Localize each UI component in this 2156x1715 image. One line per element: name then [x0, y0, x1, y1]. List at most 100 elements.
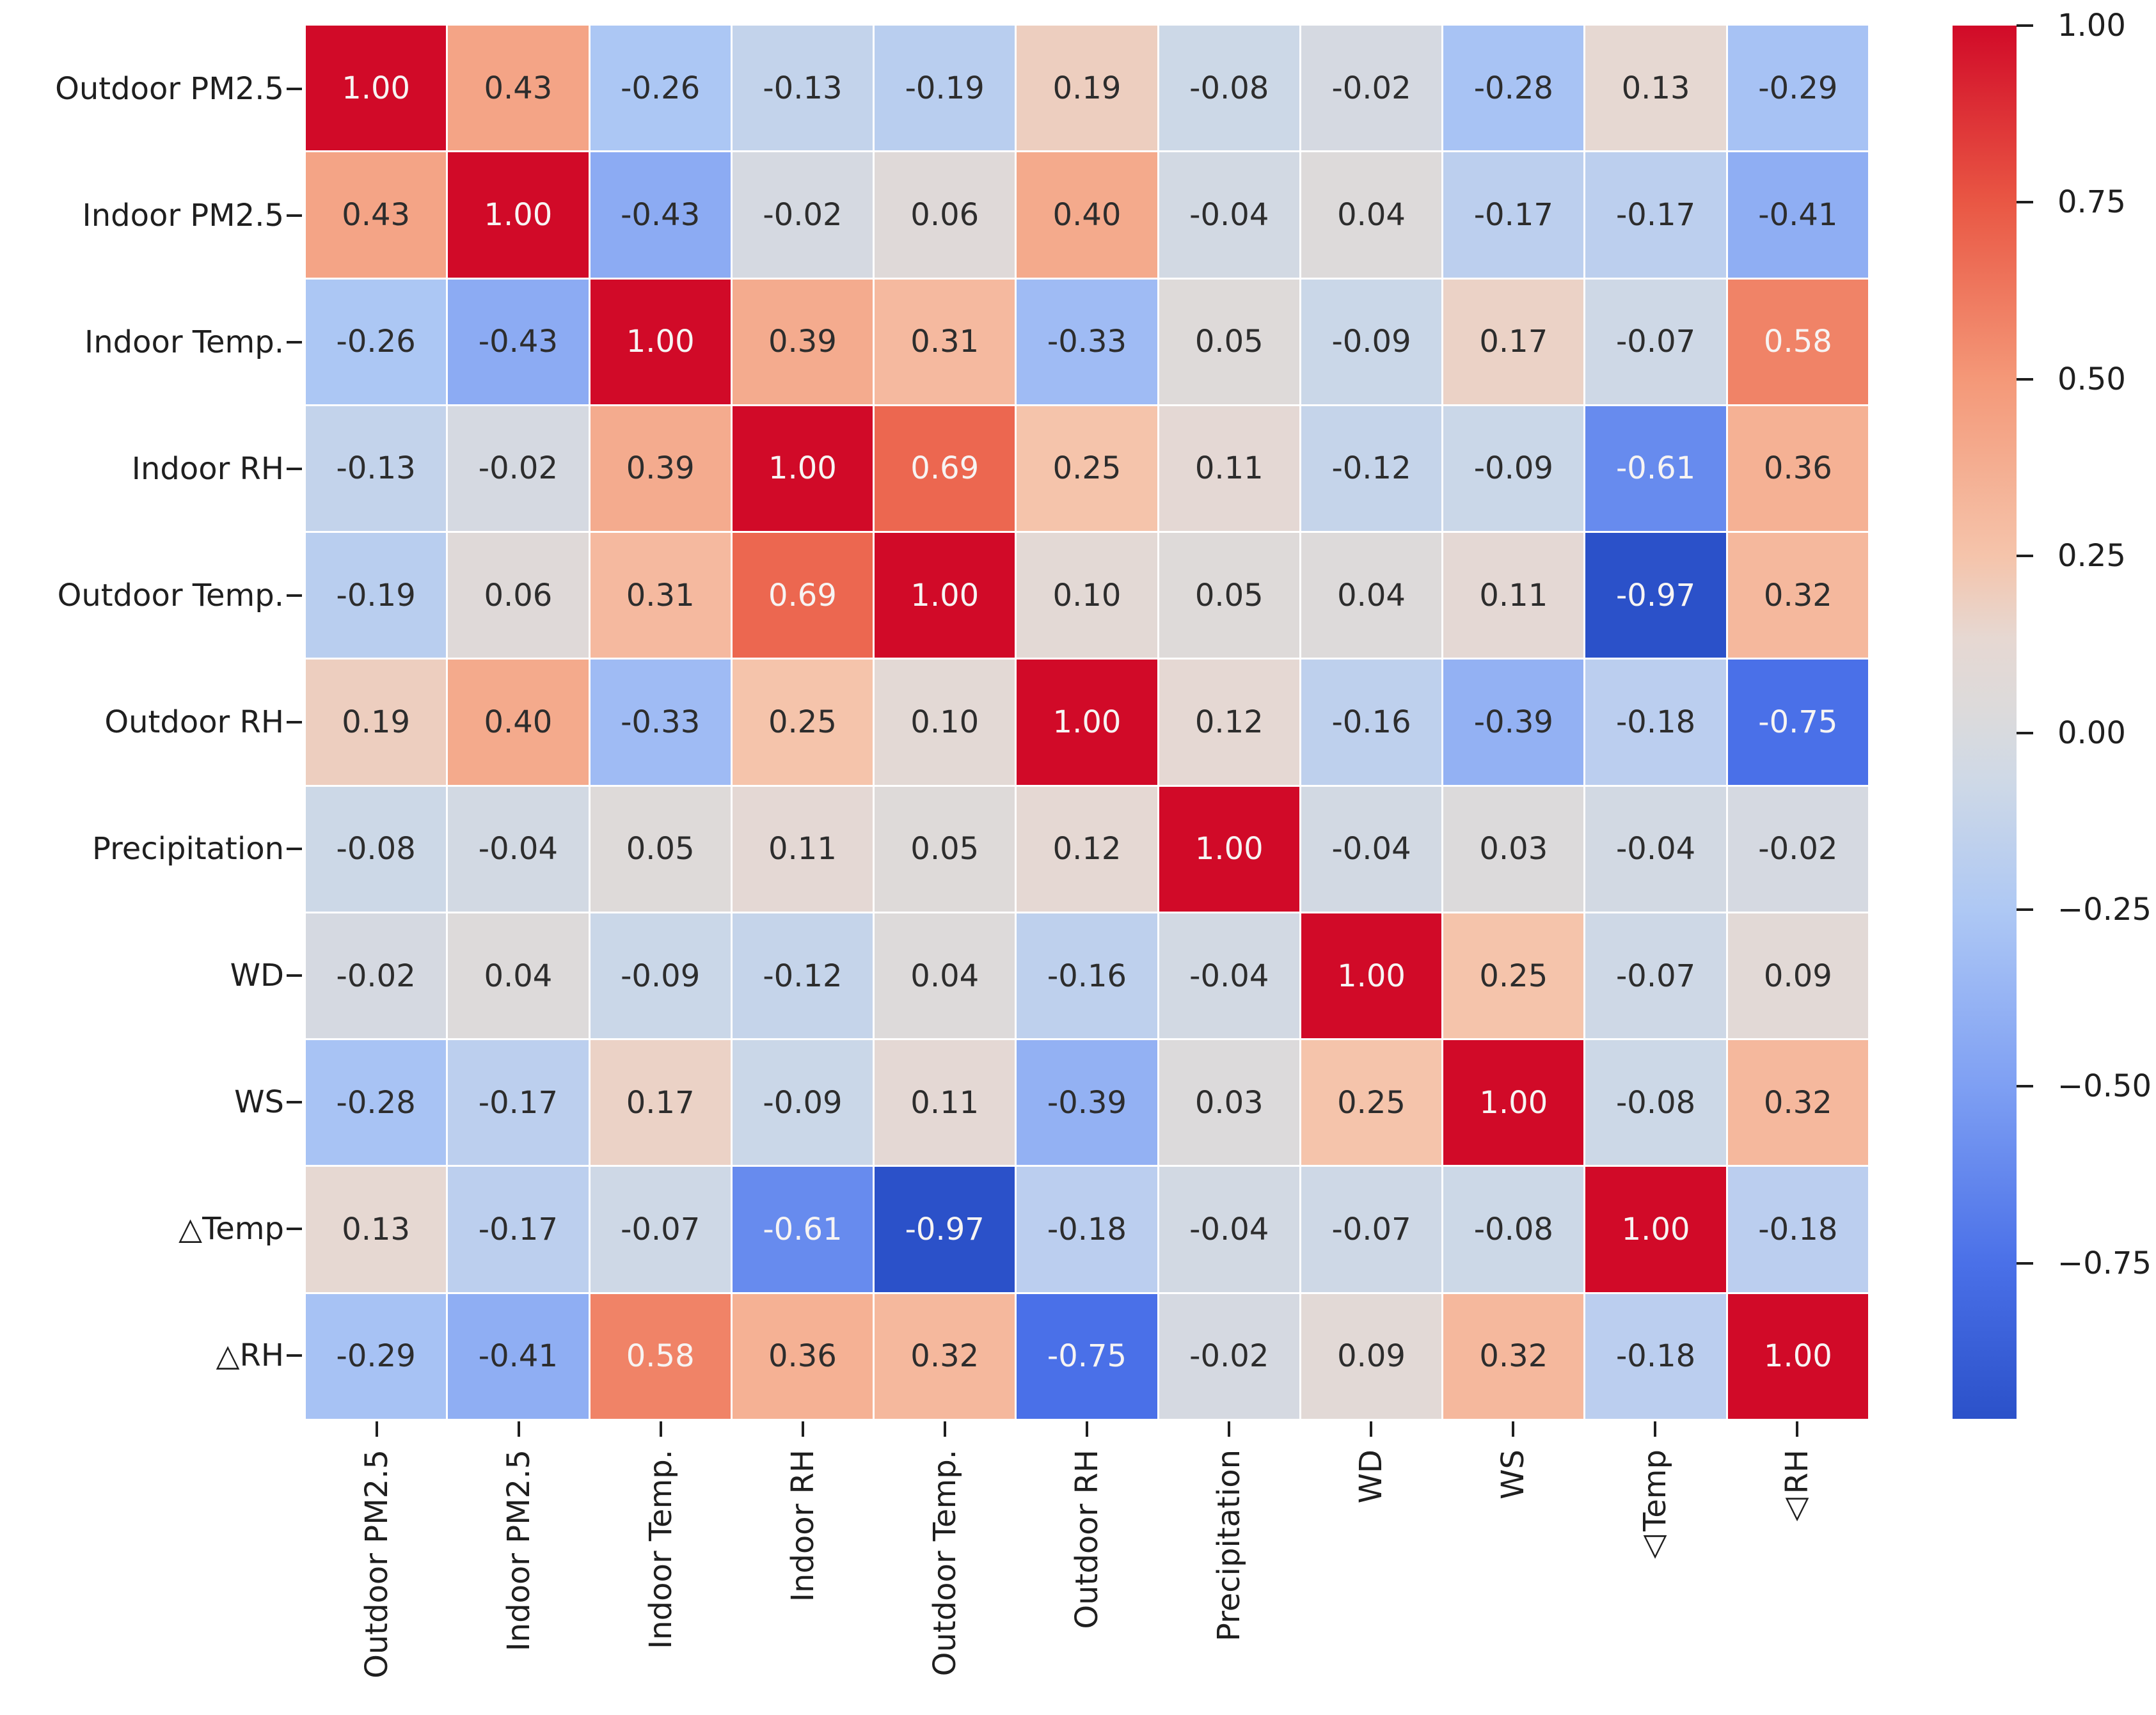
heatmap-cell: -0.61	[732, 1167, 873, 1292]
heatmap-cell: 1.00	[448, 152, 589, 278]
heatmap-cell: 0.04	[1301, 533, 1442, 658]
colorbar-tick-label: 0.75	[2057, 184, 2126, 221]
heatmap-cell: 1.00	[732, 406, 873, 532]
x-tick-mark	[1796, 1421, 1798, 1437]
y-tick-mark	[287, 214, 302, 217]
y-tick-label: Outdoor Temp.	[57, 578, 284, 613]
x-tick-label: Indoor Temp.	[643, 1450, 679, 1649]
colorbar-tick-label: 0.00	[2057, 715, 2126, 751]
heatmap-cell: 0.25	[732, 660, 873, 785]
heatmap-cell: -0.07	[1585, 279, 1726, 404]
heatmap-cell: 0.05	[1159, 533, 1299, 658]
colorbar-tick-mark	[2017, 24, 2033, 27]
heatmap-cell: -0.28	[306, 1040, 447, 1166]
y-tick-label: Indoor PM2.5	[82, 198, 284, 233]
y-tick-mark	[287, 721, 302, 723]
heatmap-cell: -0.04	[1159, 913, 1299, 1039]
x-tick-mark	[1512, 1421, 1514, 1437]
heatmap-cell: 1.00	[1585, 1167, 1726, 1292]
heatmap-cell: -0.02	[306, 913, 447, 1039]
heatmap-cell: -0.08	[1585, 1040, 1726, 1166]
y-tick-mark	[287, 1101, 302, 1103]
heatmap-cell: 0.25	[1017, 406, 1157, 532]
heatmap-cell: 0.39	[732, 279, 873, 404]
heatmap-cell: 0.31	[590, 533, 731, 658]
heatmap-cell: 0.05	[875, 786, 1015, 912]
heatmap-cell: 0.05	[590, 786, 731, 912]
y-tick-mark	[287, 594, 302, 597]
heatmap-cell: -0.12	[1301, 406, 1442, 532]
heatmap-cell: 0.32	[1727, 1040, 1868, 1166]
colorbar-tick-mark	[2017, 201, 2033, 204]
heatmap-grid: 1.00 0.43 -0.26 -0.13 -0.19 0.19 -0.08 -0.02 -0.…	[306, 26, 1868, 1419]
heatmap-cell: 0.58	[590, 1293, 731, 1419]
x-tick-label: Outdoor PM2.5	[359, 1450, 395, 1679]
heatmap-cell: 0.32	[1727, 533, 1868, 658]
heatmap-cell: -0.08	[1443, 1167, 1584, 1292]
heatmap-cell: 0.17	[1443, 279, 1584, 404]
heatmap-cell: -0.02	[1727, 786, 1868, 912]
heatmap-cell: -0.17	[1443, 152, 1584, 278]
heatmap-cell: -0.29	[306, 1293, 447, 1419]
heatmap-cell: -0.43	[448, 279, 589, 404]
heatmap-cell: -0.16	[1017, 913, 1157, 1039]
heatmap-cell: -0.16	[1301, 660, 1442, 785]
colorbar-tick-mark	[2017, 1085, 2033, 1088]
x-tick-label: WS	[1495, 1450, 1531, 1499]
colorbar-tick-mark	[2017, 377, 2033, 381]
colorbar-tick-label: 0.50	[2057, 361, 2126, 397]
heatmap-cell: 1.00	[590, 279, 731, 404]
colorbar-tick-label: −0.75	[2057, 1245, 2152, 1281]
heatmap-cell: 0.36	[1727, 406, 1868, 532]
heatmap-cell: -0.09	[590, 913, 731, 1039]
x-tick-mark	[944, 1421, 946, 1437]
x-tick-label: Indoor RH	[785, 1450, 821, 1602]
heatmap-cell: 0.06	[448, 533, 589, 658]
heatmap-cell: 0.13	[306, 1167, 447, 1292]
heatmap-cell: 0.11	[732, 786, 873, 912]
x-tick-mark	[1228, 1421, 1230, 1437]
heatmap-cell: -0.09	[732, 1040, 873, 1166]
heatmap-cell: -0.41	[448, 1293, 589, 1419]
heatmap-cell: 0.03	[1443, 786, 1584, 912]
heatmap-cell: -0.04	[1301, 786, 1442, 912]
heatmap-cell: 0.43	[448, 26, 589, 151]
heatmap-cell: 0.04	[875, 913, 1015, 1039]
heatmap-cell: 0.32	[875, 1293, 1015, 1419]
heatmap-cell: -0.04	[1585, 786, 1726, 912]
heatmap-cell: 1.00	[875, 533, 1015, 658]
colorbar-tick-label: 1.00	[2057, 8, 2126, 43]
y-tick-mark	[287, 848, 302, 850]
y-tick-label: Indoor Temp.	[84, 324, 284, 360]
x-tick-label: △Temp	[1637, 1450, 1673, 1567]
heatmap-cell: -0.39	[1017, 1040, 1157, 1166]
heatmap-cell: -0.02	[732, 152, 873, 278]
heatmap-cell: -0.17	[448, 1040, 589, 1166]
y-tick-mark	[287, 468, 302, 470]
heatmap-cell: -0.97	[1585, 533, 1726, 658]
heatmap-cell: -0.09	[1301, 279, 1442, 404]
heatmap-cell: 0.40	[1017, 152, 1157, 278]
colorbar-tick-label: 0.25	[2057, 538, 2126, 574]
heatmap-cell: 0.43	[306, 152, 447, 278]
x-tick-mark	[518, 1421, 520, 1437]
colorbar-tick-mark	[2017, 555, 2033, 558]
heatmap-cell: -0.17	[448, 1167, 589, 1292]
heatmap-cell: -0.18	[1585, 1293, 1726, 1419]
y-tick-label: WS	[234, 1084, 284, 1120]
heatmap-cell: 0.69	[875, 406, 1015, 532]
heatmap-cell: -0.08	[1159, 26, 1299, 151]
heatmap-cell: 0.04	[448, 913, 589, 1039]
heatmap-cell: -0.43	[590, 152, 731, 278]
y-tick-mark	[287, 1228, 302, 1230]
x-tick-mark	[802, 1421, 804, 1437]
x-tick-mark	[376, 1421, 378, 1437]
heatmap-cell: 0.11	[875, 1040, 1015, 1166]
colorbar-gradient	[1953, 26, 2017, 1419]
heatmap-cell: -0.28	[1443, 26, 1584, 151]
x-tick-label: △RH	[1779, 1450, 1815, 1530]
colorbar-tick-mark	[2017, 1261, 2033, 1265]
heatmap-cell: 0.69	[732, 533, 873, 658]
y-tick-mark	[287, 1354, 302, 1357]
